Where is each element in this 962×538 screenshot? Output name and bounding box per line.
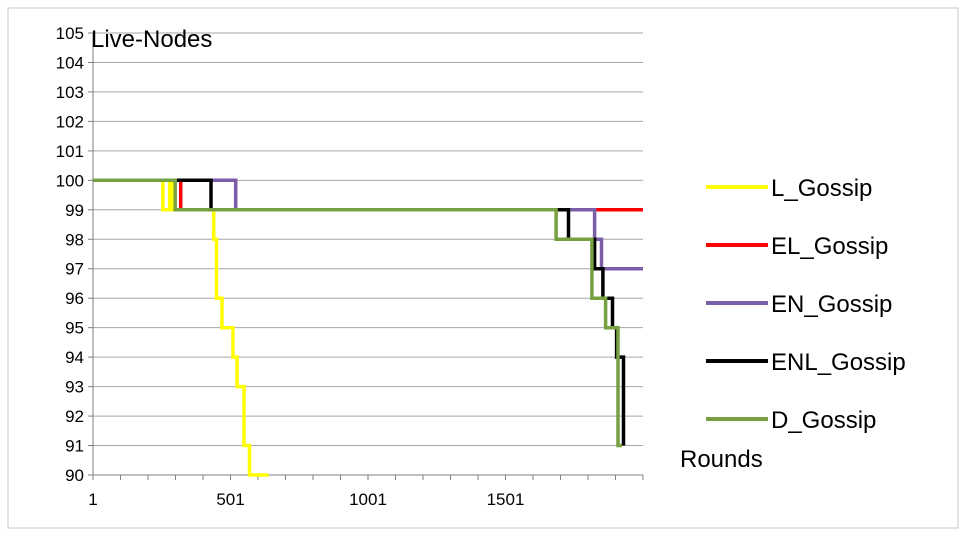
x-tick-label: 501 [216,490,244,509]
y-tick-label: 95 [65,319,84,338]
legend-label: L_Gossip [771,175,872,202]
series-line-en-gossip [93,178,643,271]
y-tick-label: 92 [65,407,84,426]
y-tick-label: 93 [65,378,84,397]
y-axis-label: Live-Nodes [91,26,212,53]
y-tick-label: 98 [65,230,84,249]
y-tick-label: 94 [65,348,84,367]
label-layer: Live-Nodes Rounds [91,26,763,473]
x-axis-label: Rounds [680,446,763,473]
legend-label: EL_Gossip [771,233,888,260]
x-tick-label: 1501 [487,490,525,509]
y-tick-label: 105 [56,24,84,43]
y-tick-label: 101 [56,142,84,161]
y-tick-label: 103 [56,83,84,102]
y-tick-label: 100 [56,171,84,190]
grid-layer [93,32,643,447]
x-tick-label: 1 [88,490,97,509]
y-tick-label: 91 [65,437,84,456]
legend-label: EN_Gossip [771,291,892,318]
chart-frame [7,7,959,529]
series-layer [93,178,643,477]
series-line-d-gossip [93,178,623,448]
y-tick-label: 97 [65,260,84,279]
y-tick-label: 102 [56,112,84,131]
y-tick-label: 90 [65,466,84,485]
legend-label: ENL_Gossip [771,349,906,376]
legend: L_Gossip EL_Gossip EN_Gossip ENL_Gossip D_Go… [706,175,906,434]
y-tick-label: 96 [65,289,84,308]
y-tick-label: 99 [65,201,84,220]
y-tick-label: 104 [56,53,84,72]
series-line-l-gossip [93,178,269,477]
x-tick-label: 1001 [349,490,387,509]
legend-label: D_Gossip [771,407,876,434]
